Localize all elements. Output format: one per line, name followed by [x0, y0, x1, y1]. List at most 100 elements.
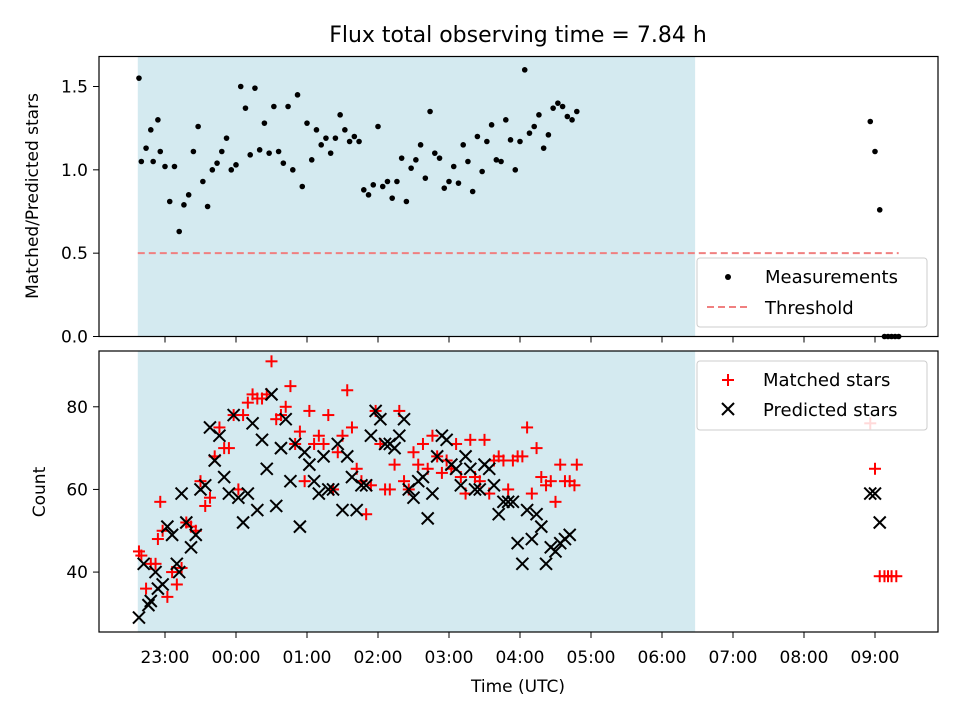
- measurement-point: [517, 138, 523, 145]
- legend-matched-marker: [722, 374, 734, 386]
- x-tick-label: 01:00: [283, 648, 332, 668]
- matched-star-point: [383, 483, 396, 496]
- measurement-point: [498, 158, 504, 165]
- predicted-x-b: [539, 557, 553, 571]
- x-tick-label: 06:00: [638, 648, 687, 668]
- predicted-x-b: [264, 387, 279, 402]
- measurement-point: [559, 103, 566, 110]
- matched-star-point: [535, 471, 548, 484]
- measurement-point: [237, 83, 244, 90]
- measurement-point: [370, 182, 377, 188]
- measurement-point: [379, 183, 386, 190]
- predicted-x-b: [297, 445, 312, 459]
- predicted-x-b: [335, 503, 350, 517]
- measurement-point: [521, 67, 528, 73]
- measurement-point: [285, 103, 291, 110]
- predicted-star-point: [321, 482, 336, 497]
- predicted-x-b: [510, 536, 525, 550]
- bottom-x-ticks: 23:00 00:00 01:00 02:00 03:00 04:00 05:00 06:00…: [141, 632, 900, 668]
- bottom-legend: Matched stars Predicted stars: [696, 360, 928, 431]
- predicted-x-b: [868, 486, 882, 501]
- predicted-star-point: [207, 453, 222, 468]
- measurement-point: [261, 120, 268, 126]
- predicted-x-b: [420, 511, 435, 526]
- predicted-x-b: [155, 577, 170, 592]
- legend-matched-label: Matched stars: [763, 370, 890, 391]
- predicted-star-point: [307, 474, 321, 488]
- predicted-star-point: [236, 515, 250, 530]
- predicted-star-point: [473, 482, 487, 497]
- top-axes-frame: [98, 55, 939, 338]
- predicted-x-b: [340, 449, 354, 464]
- measurement-point: [479, 168, 485, 175]
- predicted-star-point: [463, 462, 478, 476]
- predicted-star-point: [340, 449, 354, 464]
- predicted-star-point: [293, 519, 307, 534]
- matched-star-point: [241, 396, 254, 409]
- predicted-star-point: [501, 495, 515, 509]
- matched-star-point: [237, 409, 250, 422]
- measurement-point: [308, 157, 315, 163]
- predicted-star-point: [368, 404, 383, 418]
- measurement-point: [242, 105, 249, 111]
- predicted-star-point: [425, 486, 440, 501]
- measurement-point: [450, 163, 457, 170]
- matched-star-point: [222, 442, 235, 455]
- predicted-star-point: [184, 540, 198, 554]
- predicted-x-b: [449, 462, 463, 476]
- predicted-star-point: [231, 490, 246, 505]
- measurement-point: [413, 157, 419, 163]
- measurement-point: [398, 155, 405, 161]
- predicted-star-point: [515, 557, 530, 571]
- measurement-point: [564, 113, 571, 120]
- measurement-point: [271, 103, 277, 110]
- matched-star-point: [341, 384, 354, 397]
- predicted-x-b: [207, 453, 222, 468]
- predicted-star-point: [174, 486, 189, 501]
- matched-star-point: [303, 404, 316, 417]
- measurement-point: [417, 142, 424, 148]
- measurement-point: [455, 180, 462, 186]
- measurement-point: [275, 148, 282, 155]
- bottom-y-ticks: 40 60 80: [66, 398, 99, 583]
- matched-star-point: [502, 483, 515, 496]
- matched-star-point: [388, 458, 401, 471]
- measurement-point: [143, 145, 149, 151]
- matched-star-point: [416, 437, 429, 450]
- bottom-y-axis-label: Count: [30, 466, 50, 517]
- predicted-star-point: [172, 565, 186, 579]
- top-marks: [136, 67, 902, 340]
- predicted-x-b: [217, 470, 231, 484]
- predicted-star-point: [179, 515, 194, 530]
- predicted-x-b: [226, 408, 241, 422]
- predicted-star-point: [534, 519, 549, 534]
- measurement-point: [155, 117, 161, 123]
- measurement-point: [157, 148, 164, 155]
- measurement-point: [441, 185, 448, 191]
- matched-star-point: [149, 557, 162, 570]
- measurement-point: [256, 147, 263, 153]
- bottom-y-tick-label: 80: [66, 398, 88, 418]
- matched-star-point: [293, 425, 306, 438]
- matched-star-point: [161, 590, 174, 603]
- measurement-point: [432, 150, 438, 156]
- x-tick-label: 08:00: [780, 648, 829, 668]
- measurement-point: [540, 145, 547, 151]
- measurement-point: [166, 198, 173, 205]
- legend-measurements-label: Measurements: [765, 267, 898, 288]
- predicted-star-point: [491, 507, 506, 521]
- measurement-point: [872, 148, 878, 155]
- top-legend: Measurements Threshold: [696, 257, 928, 328]
- predicted-x-b: [245, 416, 260, 431]
- predicted-star-point: [482, 462, 496, 476]
- predicted-star-point: [510, 536, 525, 550]
- predicted-star-point: [392, 429, 407, 443]
- matched-star-point: [407, 446, 420, 459]
- predicted-x-b: [378, 437, 392, 451]
- predicted-star-point: [387, 441, 402, 455]
- predicted-star-point: [148, 565, 163, 579]
- predicted-star-point: [430, 449, 444, 464]
- measurement-point: [493, 157, 500, 163]
- predicted-star-point: [255, 433, 269, 447]
